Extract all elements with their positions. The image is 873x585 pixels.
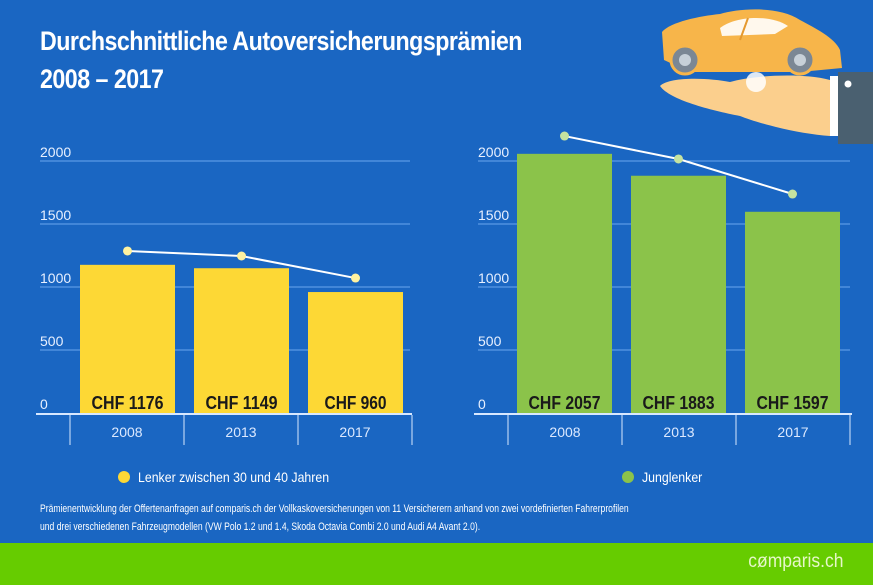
check-icon: ø (756, 551, 768, 572)
bar-value-label: CHF 1597 (757, 393, 829, 413)
brand-text-pre: c (747, 551, 757, 572)
footnote-line-1: Prämienentwicklung der Offertenanfragen … (40, 503, 629, 515)
y-tick-label: 2000 (40, 144, 71, 160)
bar (631, 175, 726, 413)
x-tick-label: 2008 (549, 424, 580, 440)
bar-value-label: CHF 960 (325, 393, 387, 413)
footnote-line-2: und drei verschiedenen Fahrzeugmodellen … (40, 521, 481, 533)
legend-marker-yellow-icon (118, 471, 130, 483)
bar (80, 264, 175, 413)
bar (308, 292, 403, 413)
bar-value-label: CHF 1883 (643, 393, 715, 413)
trend-point (123, 246, 132, 256)
legend-item-lenker: Lenker zwischen 30 und 40 Jahren (118, 469, 355, 485)
car-icon (662, 9, 842, 76)
bar-value-label: CHF 1176 (92, 393, 164, 413)
y-tick-label: 500 (40, 333, 64, 349)
y-tick-label: 500 (478, 333, 502, 349)
car-on-hand-icon (660, 9, 873, 144)
bar-value-label: CHF 2057 (529, 393, 601, 413)
x-tick-label: 2013 (663, 424, 694, 440)
y-tick-label: 1500 (40, 207, 71, 223)
trend-point (351, 273, 360, 283)
x-tick-label: 2017 (339, 424, 370, 440)
x-tick-label: 2008 (111, 424, 142, 440)
bar (517, 153, 612, 413)
brand-logo: cømparis.ch (748, 551, 843, 573)
footnote: Prämienentwicklung der Offertenanfragen … (40, 500, 629, 536)
legend-label: Lenker zwischen 30 und 40 Jahren (138, 469, 330, 485)
y-tick-label: 0 (40, 396, 48, 412)
trend-point (560, 131, 569, 141)
charts-area: 0 500 1000 1500 2000 CHF 1176 2008 CHF 1149 2013… (36, 131, 852, 445)
bar (745, 211, 840, 413)
y-tick-label: 1500 (478, 207, 509, 223)
trend-point (237, 251, 246, 261)
chart-title: Durchschnittliche Autoversicherungsprämi… (40, 22, 522, 98)
legend-item-junglenker: Junglenker (622, 469, 711, 485)
title-line-1: Durchschnittliche Autoversicherungsprämi… (40, 26, 522, 56)
trend-point (788, 189, 797, 199)
title-line-2: 2008 – 2017 (40, 64, 164, 94)
y-tick-label: 1000 (40, 270, 71, 286)
x-tick-label: 2013 (225, 424, 256, 440)
bar-value-label: CHF 1149 (206, 393, 278, 413)
y-tick-label: 2000 (478, 144, 509, 160)
brand-text-post: mparis.ch (767, 551, 843, 572)
legend-label: Junglenker (642, 469, 703, 485)
legend-marker-green-icon (622, 471, 634, 483)
x-tick-label: 2017 (777, 424, 808, 440)
footer-bar: cømparis.ch (0, 543, 873, 585)
y-tick-label: 1000 (478, 270, 509, 286)
bar (194, 268, 289, 413)
hand-icon (660, 72, 873, 144)
y-tick-label: 0 (478, 396, 486, 412)
trend-point (674, 154, 683, 164)
